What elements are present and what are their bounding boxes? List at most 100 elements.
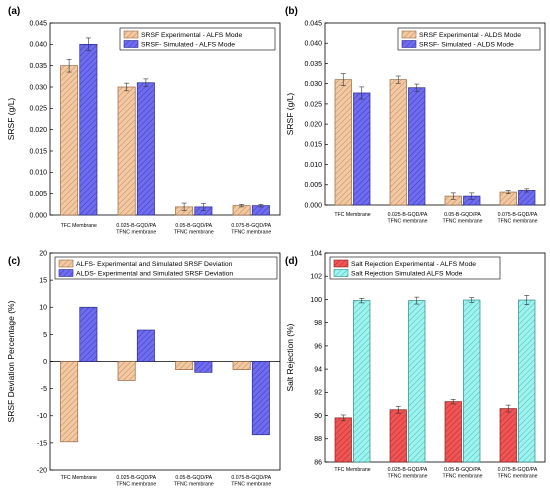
y-axis-title: SRSF (g/L) — [285, 93, 295, 136]
legend-label: SRSF- Simulated - ALDS Mode — [419, 42, 514, 49]
bar — [195, 362, 212, 373]
bar — [445, 402, 462, 462]
x-category-label: 0.025-B-GQD/PA — [388, 467, 428, 473]
x-category-label: TFC Membrane — [334, 467, 370, 473]
bar — [118, 362, 135, 381]
bar — [137, 83, 154, 215]
bar — [464, 300, 481, 462]
y-tick-label: 0.015 — [29, 148, 47, 155]
bar — [335, 418, 352, 462]
panel-letter: (b) — [285, 6, 298, 17]
bar — [80, 307, 97, 361]
panel-letter: (a) — [8, 6, 20, 17]
legend-label: SRSF Experimental - ALDS Mode — [419, 32, 521, 39]
chart-panel-1: (a)0.0000.0050.0100.0150.0200.0250.0300.… — [6, 6, 280, 236]
y-tick-label: 0 — [43, 359, 47, 366]
x-category-label: 0.025-B-GQD/PA — [116, 475, 156, 481]
bar — [176, 362, 193, 370]
legend-swatch — [124, 41, 138, 48]
x-category-label: 0.075-B-GQD/PA — [231, 223, 271, 229]
y-tick-label: 0.030 — [29, 84, 47, 91]
x-category-label: TFNC membrane — [442, 219, 482, 225]
y-tick-label: 0.015 — [304, 142, 322, 149]
y-tick-label: 0.020 — [29, 127, 47, 134]
y-tick-label: 0.035 — [304, 61, 322, 68]
bar — [252, 362, 269, 435]
panel-letter: (d) — [285, 256, 298, 267]
y-tick-label: 96 — [314, 343, 322, 350]
y-tick-label: 100 — [310, 297, 322, 304]
bar — [409, 88, 426, 205]
legend-swatch — [334, 260, 348, 267]
y-tick-label: 104 — [310, 250, 322, 257]
x-category-label: TFNC membrane — [231, 482, 271, 488]
bar — [80, 44, 97, 215]
bar — [137, 330, 154, 361]
y-tick-label: 0.025 — [304, 101, 322, 108]
bar — [61, 66, 78, 215]
bar — [409, 301, 426, 462]
legend-swatch — [334, 270, 348, 277]
y-tick-label: 20 — [39, 250, 47, 257]
legend-label: SRSF- Simulated - ALFS Mode — [141, 42, 235, 49]
x-category-label: TFC Membrane — [61, 223, 97, 229]
x-category-label: TFNC membrane — [116, 230, 156, 236]
legend-swatch — [402, 31, 416, 38]
y-tick-label: 0.035 — [29, 63, 47, 70]
legend-swatch — [124, 31, 138, 38]
x-category-label: TFNC membrane — [231, 230, 271, 236]
y-tick-label: 94 — [314, 367, 322, 374]
legend-swatch — [59, 260, 73, 267]
y-tick-label: 0.005 — [29, 191, 47, 198]
y-tick-label: 90 — [314, 413, 322, 420]
bar — [390, 80, 407, 205]
bar — [233, 362, 250, 370]
y-axis-title: Salt Rejection (%) — [285, 323, 295, 391]
y-tick-label: 88 — [314, 436, 322, 443]
x-category-label: TFNC membrane — [174, 230, 214, 236]
y-tick-label: 0.045 — [29, 20, 47, 27]
y-tick-label: 86 — [314, 459, 322, 466]
x-category-label: 0.075-B-GQD/PA — [498, 467, 538, 473]
chart-panels: (a) 0.000 0.005 0.010 0.015 0.020 0.025 0.030 0.… — [6, 6, 545, 488]
x-category-label: TFNC membrane — [442, 474, 482, 480]
bar — [519, 190, 536, 205]
y-tick-label: 0.010 — [304, 162, 322, 169]
legend-label: Salt Rejection Simulated ALFS Mode — [351, 271, 463, 278]
y-tick-label: 0.045 — [304, 20, 322, 27]
bar — [500, 192, 517, 205]
x-category-label: 0.075-B-GQD/PA — [498, 212, 538, 218]
x-category-label: TFC Membrane — [334, 212, 370, 218]
x-category-label: 0.025-B-GQD/PA — [116, 223, 156, 229]
y-tick-label: 92 — [314, 390, 322, 397]
y-tick-label: -20 — [37, 467, 47, 474]
bar — [354, 93, 371, 205]
y-tick-label: 0.010 — [29, 170, 47, 177]
bar — [500, 409, 517, 462]
x-category-label: 0.05-B-GQD/PA — [444, 467, 481, 473]
y-tick-label: -10 — [37, 413, 47, 420]
legend-label: ALFS- Experimental and Simulated SRSF De… — [76, 261, 233, 268]
y-tick-label: 0.020 — [304, 122, 322, 129]
y-tick-label: 0.040 — [304, 41, 322, 48]
x-category-label: TFNC membrane — [497, 219, 537, 225]
y-tick-label: 98 — [314, 320, 322, 327]
y-tick-label: 5 — [43, 332, 47, 339]
y-axis-title: SRSF Deviation Percentage (%) — [6, 300, 16, 422]
panel-letter: (c) — [8, 256, 20, 267]
y-tick-label: 15 — [39, 278, 47, 285]
legend-swatch — [59, 270, 73, 277]
x-category-label: TFNC membrane — [497, 474, 537, 480]
y-tick-label: 0.030 — [304, 81, 322, 88]
x-category-label: 0.05-B-GQD/PA — [175, 475, 212, 481]
chart-panel-4: (d) 86 88 90 92 94 96 98 100 102 104 Salt Rejection… — [285, 250, 545, 479]
y-tick-label: 0.000 — [29, 212, 47, 219]
y-tick-label: 0.005 — [304, 182, 322, 189]
bar — [519, 300, 536, 462]
legend-swatch — [402, 41, 416, 48]
chart-panel-3: (c)-20-15-10-505101520SRSF Deviation Per… — [6, 250, 280, 487]
x-category-label: 0.05-B-GQD/PA — [175, 223, 212, 229]
x-category-label: 0.075-B-GQD/PA — [231, 475, 271, 481]
